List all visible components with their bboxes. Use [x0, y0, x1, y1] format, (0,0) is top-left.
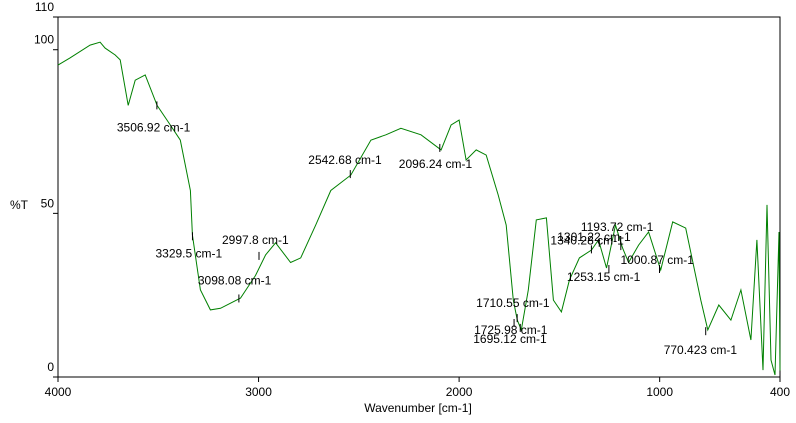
x-axis-label: Wavenumber [cm-1]	[364, 401, 472, 415]
y-tick-label: 50	[41, 196, 55, 210]
peak-label: 3506.92 cm-1	[117, 120, 191, 134]
peak-label: 770.423 cm-1	[664, 343, 738, 357]
spectrum-line	[57, 41, 781, 376]
peak-label: 1301.22 cm-1	[557, 230, 631, 244]
peak-label: 1695.12 cm-1	[473, 332, 547, 346]
x-tick-label: 400	[770, 385, 790, 399]
x-tick-label: 2000	[446, 385, 473, 399]
peak-label: 1000.87 cm-1	[620, 253, 694, 267]
peak-label: 1253.15 cm-1	[567, 270, 641, 284]
y-tick-label: 110	[35, 0, 54, 14]
x-tick-label: 4000	[45, 385, 72, 399]
y-tick-label: 0	[47, 360, 54, 374]
y-axis-label: %T	[10, 198, 29, 212]
peak-label: 3329.5 cm-1	[155, 246, 222, 260]
y-tick-label: 100	[34, 33, 54, 47]
peak-label: 1725.98 cm-1	[474, 323, 548, 337]
peak-label: 3098.08 cm-1	[198, 273, 272, 287]
peak-label: 1193.72 cm-1	[581, 220, 654, 234]
x-tick-label: 1000	[646, 385, 673, 399]
peak-label: 2997.8 cm-1	[222, 233, 289, 247]
peak-label: 2542.68 cm-1	[308, 153, 382, 167]
peak-label: 2096.24 cm-1	[399, 157, 473, 171]
plot-frame	[57, 16, 781, 378]
peak-label: 1710.55 cm-1	[476, 296, 550, 310]
x-tick-label: 3000	[245, 385, 272, 399]
peak-label: 1340.28 cm-1	[550, 233, 624, 247]
